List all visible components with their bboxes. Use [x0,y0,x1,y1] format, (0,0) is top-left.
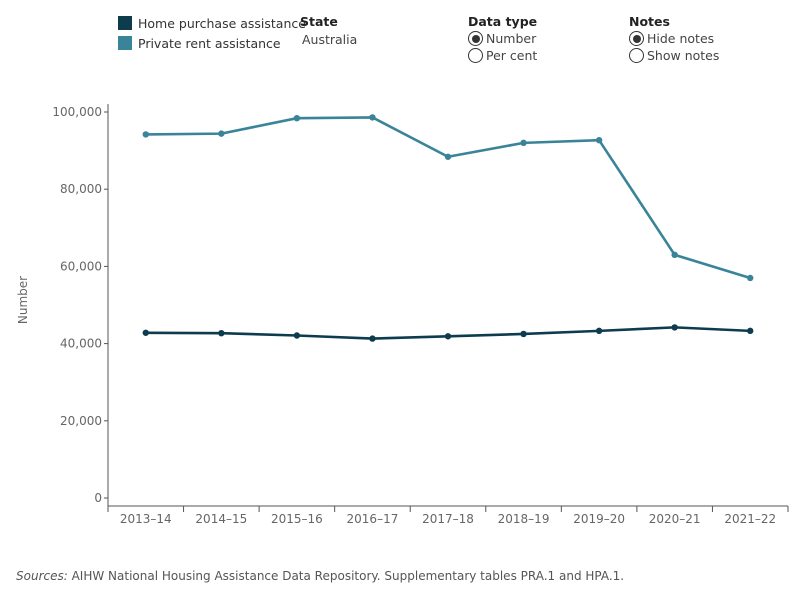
data-type-option-number[interactable]: Number [468,30,537,47]
data-type-title: Data type [468,14,538,29]
legend-label: Home purchase assistance [138,15,306,31]
y-tick-label: 40,000 [60,337,102,351]
radio-checked-icon[interactable] [629,31,644,46]
radio-checked-icon[interactable] [468,31,483,46]
sources-prefix: Sources: [16,569,68,583]
data-point [142,131,149,138]
data-point [369,114,376,121]
series-line-0 [145,116,751,280]
legend-swatch-home-purchase [118,16,132,30]
state-title: State [300,14,338,29]
x-tick-label: 2014–15 [195,512,247,526]
legend-label: Private rent assistance [138,35,281,51]
data-point [671,251,678,259]
x-tick-label: 2013–14 [120,512,172,526]
radio-label: Show notes [647,48,720,63]
data-point [595,136,603,144]
data-point [520,330,527,338]
x-tick-label: 2015–16 [271,512,323,526]
notes-option-hide[interactable]: Hide notes [629,30,719,47]
data-point [142,329,149,336]
sources-note: Sources: AIHW National Housing Assistanc… [16,569,624,583]
data-type-option-per-cent[interactable]: Per cent [468,47,537,64]
data-point [444,153,452,160]
x-tick-label: 2018–19 [498,512,550,526]
y-tick-label: 0 [94,491,102,505]
data-point [747,327,754,335]
data-point [369,335,376,342]
notes-control: Notes Hide notes Show notes [629,14,719,64]
x-tick-label: 2017–18 [422,512,474,526]
x-tick-label: 2021–22 [724,512,776,526]
legend: Home purchase assistance Private rent as… [118,13,306,53]
data-point [671,324,678,331]
notes-option-show[interactable]: Show notes [629,47,719,64]
radio-unchecked-icon[interactable] [629,48,644,63]
data-point [520,139,527,147]
legend-item-private-rent[interactable]: Private rent assistance [118,33,306,53]
radio-label: Hide notes [647,31,715,46]
data-point [218,130,225,137]
legend-item-home-purchase[interactable]: Home purchase assistance [118,13,306,33]
radio-unchecked-icon[interactable] [468,48,483,63]
notes-title: Notes [629,14,670,29]
radio-label: Number [486,31,537,46]
x-tick-label: 2020–21 [649,512,701,526]
state-filter: State Australia [300,14,357,47]
legend-swatch-private-rent [118,36,132,50]
data-point [293,332,301,339]
state-value[interactable]: Australia [302,32,358,47]
y-axis-title: Number [16,276,30,324]
radio-label: Per cent [486,48,538,63]
data-point [218,329,225,337]
sources-text: AIHW National Housing Assistance Data Re… [67,569,625,583]
y-tick-label: 100,000 [52,105,102,119]
y-tick-label: 60,000 [60,259,102,273]
data-point [293,114,301,122]
data-type-control: Data type Number Per cent [468,14,537,64]
data-point [595,327,603,335]
y-tick-label: 20,000 [60,414,102,428]
x-tick-label: 2019–20 [573,512,625,526]
data-point [747,274,754,282]
x-tick-label: 2016–17 [347,512,399,526]
y-tick-label: 80,000 [60,182,102,196]
data-point [444,333,452,340]
